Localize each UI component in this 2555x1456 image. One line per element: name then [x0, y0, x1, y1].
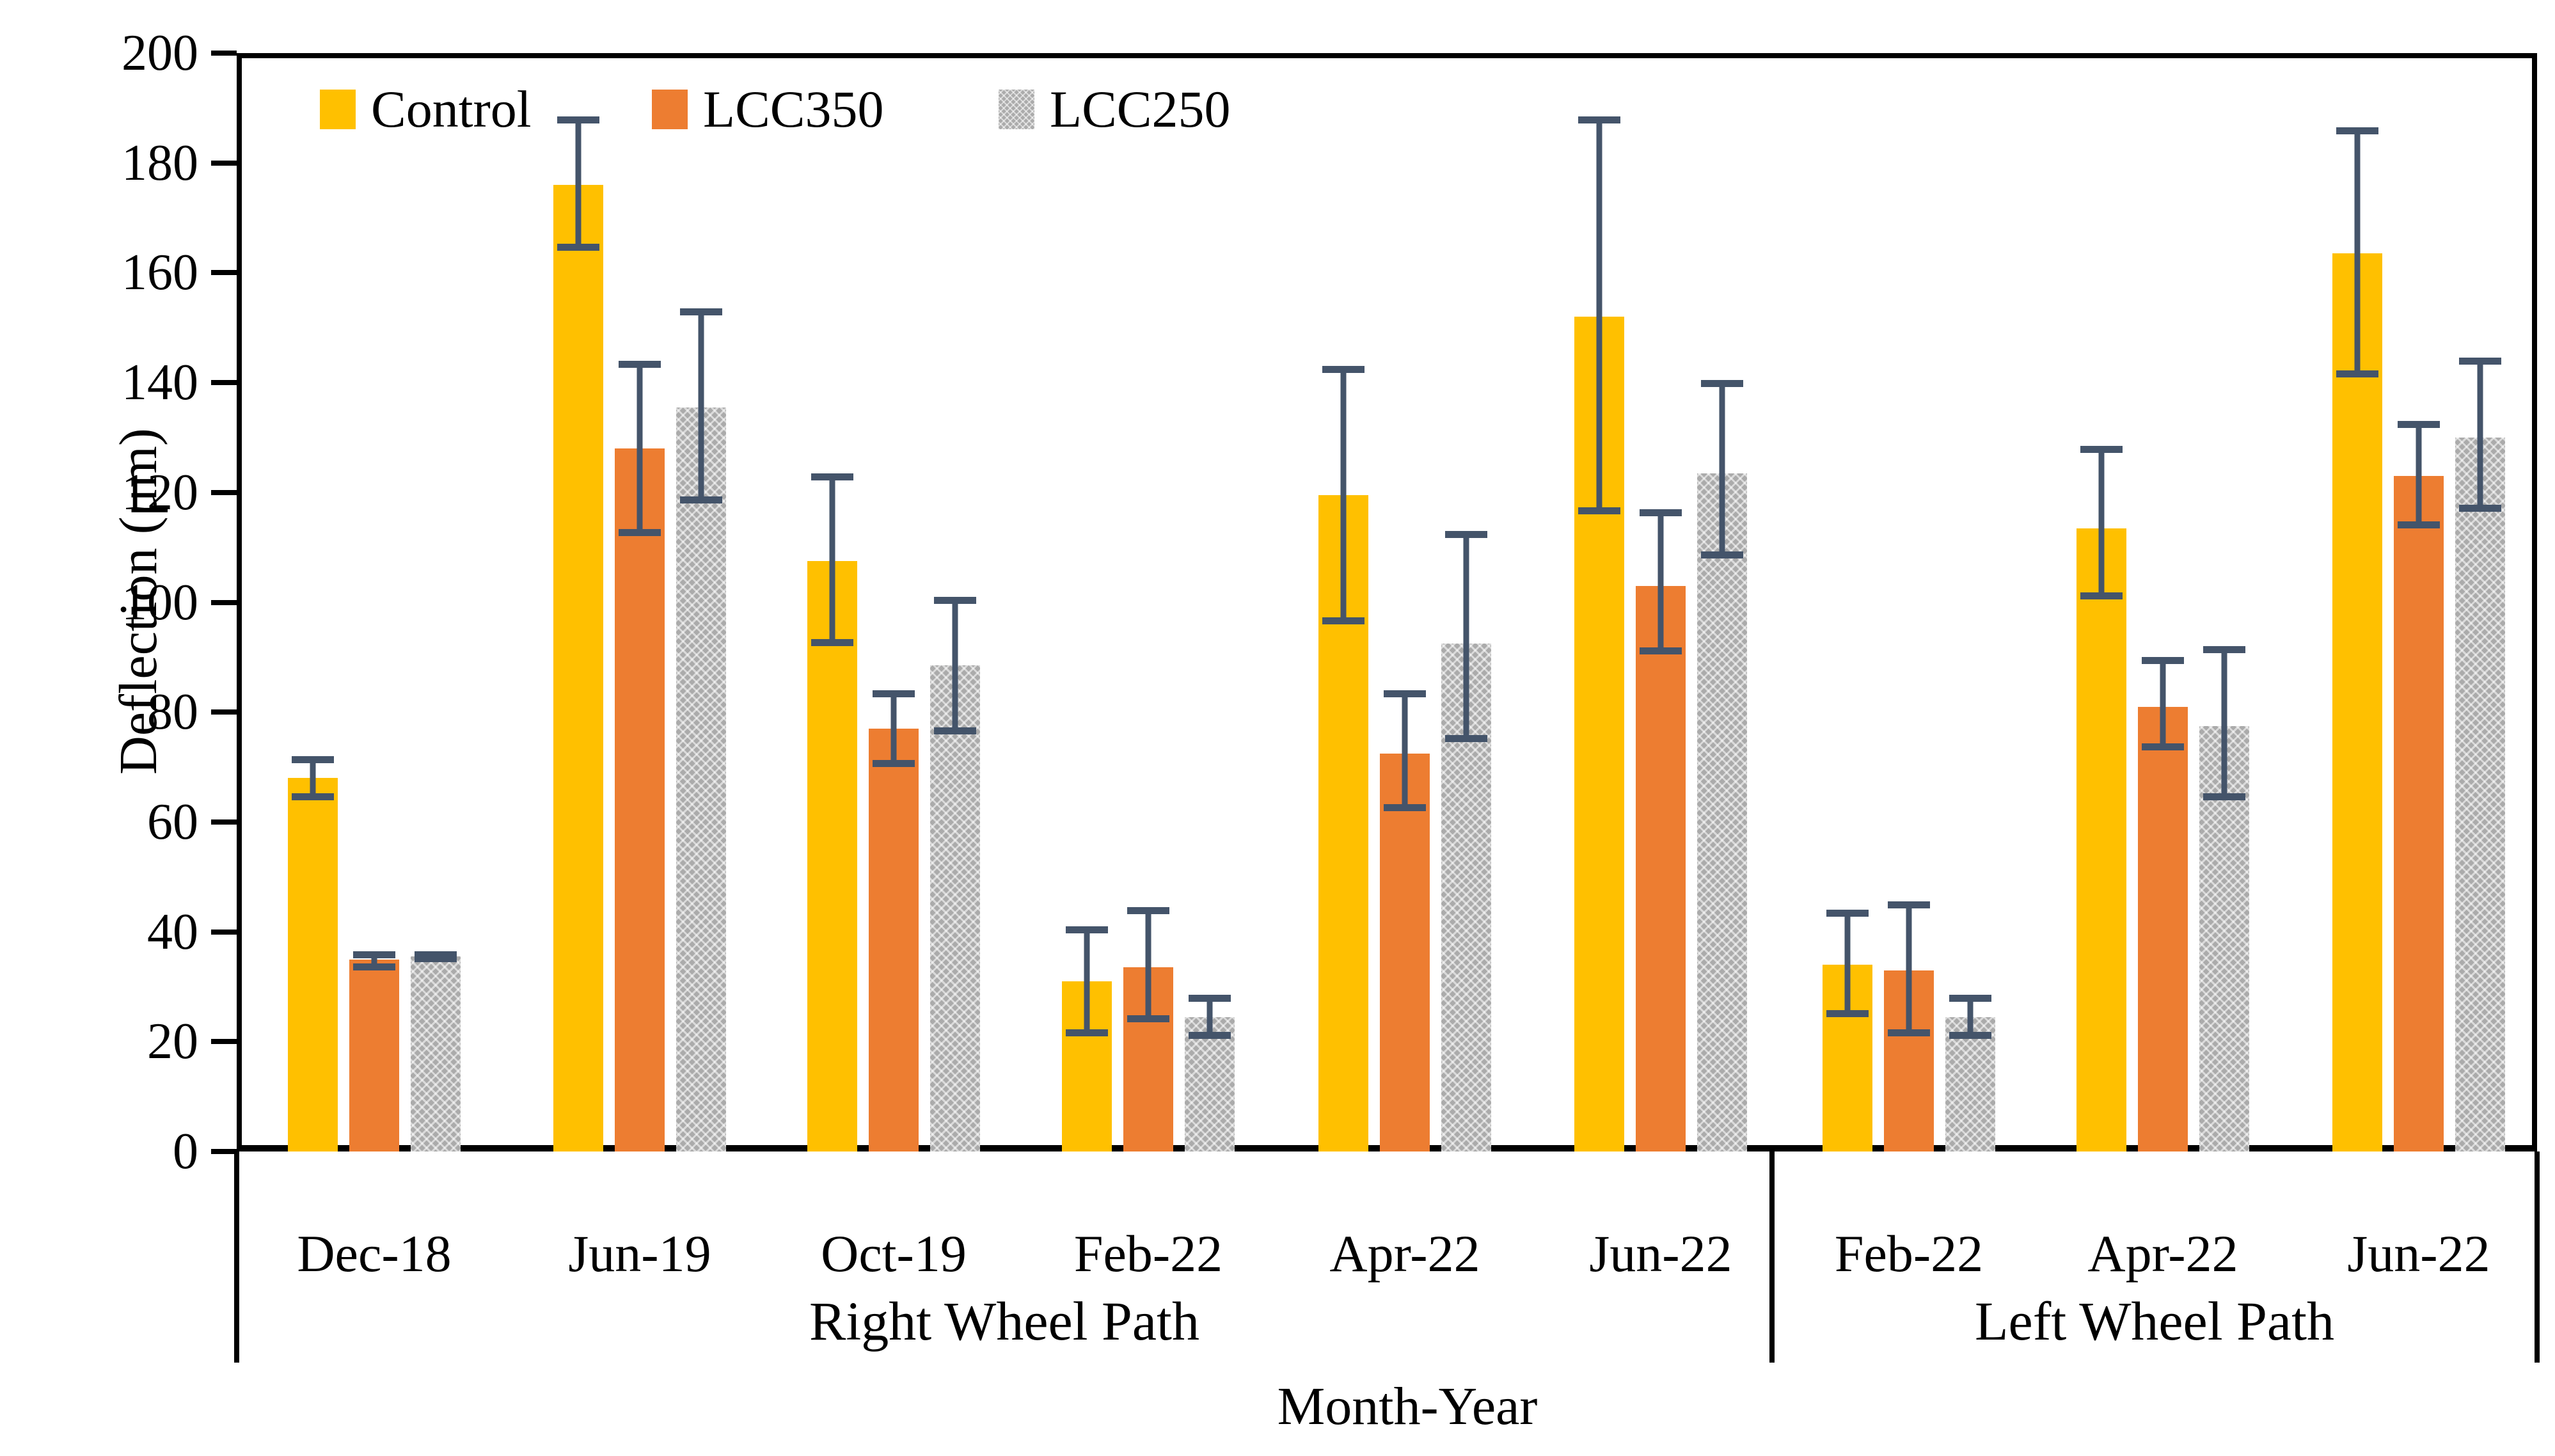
category-label: Jun-22 [1589, 1224, 1732, 1283]
y-tick-label: 40 [147, 903, 198, 960]
y-tick-label: 140 [122, 354, 198, 411]
category-label: Oct-19 [821, 1224, 967, 1283]
error-bar-lcc250 [680, 308, 722, 503]
error-bar-control [1578, 116, 1620, 515]
bar-lcc250 [1945, 1017, 1995, 1151]
bar-control [807, 561, 857, 1151]
y-tick-label: 0 [173, 1123, 198, 1180]
y-tick [211, 929, 237, 935]
legend-item-lcc250: LCC250 [999, 83, 1230, 136]
bar-lcc250 [1185, 1017, 1235, 1151]
error-bar-lcc250 [415, 951, 457, 962]
bar-lcc350 [1636, 585, 1686, 1151]
y-tick [211, 819, 237, 825]
legend-swatch-control [320, 90, 356, 129]
error-bar-lcc350 [1127, 906, 1169, 1023]
error-bar-control [1826, 910, 1869, 1017]
error-bar-control [557, 116, 599, 251]
error-bar-lcc250 [1445, 530, 1487, 743]
y-tick [211, 270, 237, 276]
section-label: Right Wheel Path [809, 1290, 1199, 1352]
y-tick [211, 489, 237, 495]
legend-item-control: Control [320, 83, 532, 136]
y-tick [211, 709, 237, 715]
error-bar-lcc250 [934, 596, 976, 734]
y-tick-label: 20 [147, 1013, 198, 1070]
section-divider [2535, 1151, 2540, 1363]
error-bar-control [811, 473, 853, 647]
y-tick-label: 120 [122, 464, 198, 521]
y-tick-label: 60 [147, 793, 198, 850]
error-bar-lcc350 [1384, 690, 1426, 811]
error-bar-control [2080, 445, 2123, 600]
bar-control [2332, 253, 2382, 1151]
y-tick [211, 1039, 237, 1045]
legend-item-lcc350: LCC350 [652, 83, 883, 136]
error-bar-lcc350 [2142, 657, 2184, 751]
error-bar-lcc250 [2459, 358, 2501, 512]
bar-control [553, 185, 603, 1151]
bar-lcc350 [2394, 476, 2444, 1151]
error-bar-control [292, 756, 334, 800]
legend-label-lcc250: LCC250 [1050, 80, 1231, 138]
y-tick [211, 51, 237, 56]
bar-lcc250 [930, 665, 980, 1151]
bar-lcc250 [411, 956, 461, 1151]
section-divider [1769, 1151, 1775, 1363]
error-bar-lcc250 [1949, 995, 1991, 1039]
bar-control [288, 778, 338, 1151]
category-label: Jun-19 [568, 1224, 711, 1283]
bar-lcc350 [349, 959, 399, 1151]
bar-lcc350 [1380, 753, 1430, 1151]
error-bar-lcc350 [2398, 421, 2440, 528]
y-tick [211, 599, 237, 605]
error-bar-lcc350 [1888, 901, 1930, 1036]
error-bar-lcc250 [2203, 646, 2245, 800]
y-tick-label: 200 [122, 25, 198, 81]
bar-lcc250 [1697, 473, 1747, 1151]
bar-lcc350 [2138, 706, 2188, 1151]
category-label: Apr-22 [1329, 1224, 1480, 1283]
bar-lcc350 [615, 448, 665, 1151]
section-divider [234, 1151, 239, 1363]
bar-control [2076, 528, 2126, 1151]
y-tick-label: 160 [122, 244, 198, 301]
legend-label-control: Control [371, 80, 532, 138]
section-label: Left Wheel Path [1975, 1290, 2334, 1352]
legend-swatch-lcc250 [999, 90, 1034, 129]
y-tick [211, 380, 237, 386]
error-bar-control [1066, 926, 1108, 1036]
bar-lcc250 [2455, 437, 2505, 1151]
bar-lcc250 [1441, 643, 1491, 1151]
y-tick [211, 1149, 237, 1154]
x-axis-title: Month-Year [1277, 1377, 1538, 1436]
error-bar-lcc250 [1701, 379, 1743, 558]
y-tick [211, 160, 237, 166]
category-label: Dec-18 [297, 1224, 452, 1283]
category-label: Feb-22 [1834, 1224, 1984, 1283]
error-bar-lcc350 [1640, 509, 1682, 655]
y-tick-label: 100 [122, 574, 198, 631]
bar-lcc250 [676, 407, 726, 1151]
error-bar-lcc250 [1189, 995, 1231, 1039]
error-bar-control [2336, 127, 2378, 377]
error-bar-lcc350 [353, 951, 395, 970]
legend-label-lcc350: LCC350 [703, 80, 884, 138]
category-label: Jun-22 [2347, 1224, 2490, 1283]
error-bar-control [1322, 366, 1365, 624]
error-bar-lcc350 [619, 360, 661, 537]
bar-lcc350 [869, 728, 919, 1151]
legend-swatch-lcc350 [652, 90, 688, 129]
error-bar-lcc350 [873, 690, 915, 768]
category-label: Feb-22 [1073, 1224, 1223, 1283]
category-label: Apr-22 [2087, 1224, 2238, 1283]
y-tick-label: 180 [122, 134, 198, 191]
y-tick-label: 80 [147, 684, 198, 741]
